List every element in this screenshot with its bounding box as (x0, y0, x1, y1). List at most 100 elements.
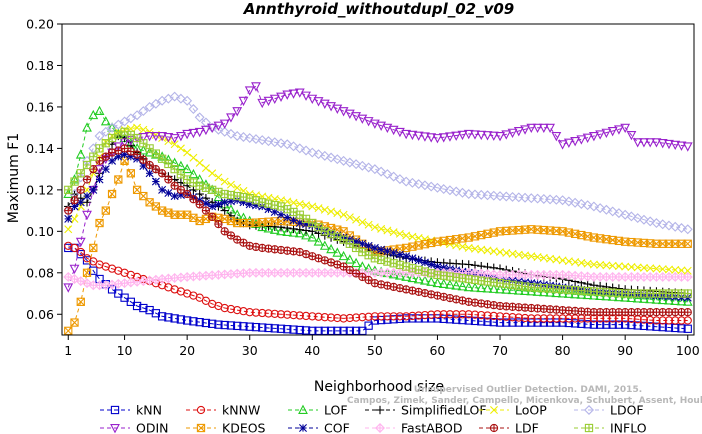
point-knn (658, 322, 667, 332)
point-simplifiedlof (289, 224, 298, 234)
point-lof (351, 257, 362, 268)
point-odin (676, 141, 687, 151)
series-fastabod (63, 267, 693, 291)
point-lof (639, 293, 649, 303)
point-odin (163, 133, 174, 143)
point-knnw (301, 311, 311, 321)
point-ldof (251, 134, 261, 145)
point-knn (289, 325, 298, 334)
point-loop (639, 263, 648, 272)
point-knn (539, 318, 548, 327)
point-ldf (164, 175, 173, 184)
point-lof (100, 116, 111, 126)
point-ldof (294, 143, 305, 154)
point-odin (451, 131, 462, 141)
point-odin (238, 96, 249, 107)
legend-label: KDEOS (222, 421, 266, 434)
point-ldf (270, 245, 279, 254)
point-ldof (426, 181, 437, 192)
point-simplifiedlof (464, 260, 473, 269)
point-knnw (677, 316, 686, 325)
point-knn (245, 322, 254, 331)
point-knn (602, 320, 611, 329)
point-odin (282, 90, 293, 100)
point-knnw (502, 312, 511, 321)
point-knnw (370, 312, 380, 321)
series-inflo (64, 127, 692, 298)
legend-item-cof: COF (288, 421, 350, 434)
point-ldof (632, 213, 643, 224)
point-loop (677, 266, 686, 275)
point-ldof (582, 200, 593, 211)
point-knnw (339, 314, 348, 323)
point-knn (458, 315, 467, 325)
point-ldof (188, 104, 199, 114)
point-ldof (513, 192, 524, 203)
point-knnw (527, 314, 536, 323)
series-layer (63, 82, 693, 335)
point-knn (489, 317, 498, 327)
point-knnw (364, 312, 373, 321)
point-ldof (332, 154, 343, 165)
point-ldof (307, 147, 318, 158)
watermark-line-2: Campos, Zimek, Sander, Campello, Micenko… (347, 396, 702, 406)
point-ldof (613, 208, 624, 219)
point-ldf (176, 185, 186, 195)
point-knnw (646, 315, 655, 325)
point-knn (633, 321, 642, 330)
point-ldf (214, 219, 223, 229)
point-loop (395, 229, 404, 238)
legend-label: ODIN (136, 421, 169, 434)
point-knn (276, 324, 286, 333)
point-knn (157, 312, 167, 321)
point-kdeos (683, 239, 692, 248)
point-inflo (289, 207, 298, 217)
point-knnw (464, 310, 473, 319)
point-lof (457, 281, 468, 291)
x-tick-label: 1 (64, 343, 72, 358)
point-ldof (507, 191, 518, 202)
point-lof (426, 276, 437, 286)
point-inflo (251, 196, 261, 205)
point-inflo (89, 152, 98, 161)
point-inflo (157, 154, 167, 163)
point-knn (445, 315, 455, 324)
point-cof (427, 260, 436, 269)
point-ldof (463, 189, 474, 199)
point-knn (502, 318, 511, 327)
legend-marker-ldof (584, 405, 594, 415)
point-knn (345, 326, 354, 335)
point-odin (69, 264, 80, 275)
point-ldof (132, 110, 143, 121)
point-odin (338, 107, 349, 117)
y-tick-label: 0.10 (26, 224, 54, 239)
point-knnw (264, 309, 273, 318)
point-ldof (313, 149, 324, 160)
point-ldof (269, 137, 280, 148)
y-axis: 0.06 0.08 0.10 0.12 0.14 0.16 0.18 0.20 (26, 17, 62, 322)
point-lof (482, 283, 493, 293)
point-knn (201, 318, 211, 328)
plot-area (61, 23, 695, 336)
legend-marker-kdeos (196, 423, 206, 433)
point-cof (108, 156, 117, 165)
point-loop (383, 226, 392, 235)
point-lof (463, 281, 474, 292)
point-lof (513, 285, 524, 295)
point-lof (495, 284, 505, 294)
legend: kNN kNNW LOF SimplifiedLOF LoOP LDOF ODIN KDEOS… (100, 403, 647, 434)
point-odin (420, 132, 430, 142)
point-knn (308, 326, 317, 335)
point-knnw (326, 313, 336, 322)
point-knnw (470, 310, 480, 319)
point-knnw (552, 314, 561, 323)
point-cof (64, 214, 73, 223)
point-odin (545, 123, 555, 134)
point-ldof (538, 194, 549, 204)
point-odin (257, 98, 268, 109)
legend-marker-fastabod (375, 423, 385, 433)
point-lof (664, 295, 674, 305)
point-ldof (363, 162, 374, 173)
point-lof (332, 247, 343, 257)
point-knn (527, 318, 536, 327)
